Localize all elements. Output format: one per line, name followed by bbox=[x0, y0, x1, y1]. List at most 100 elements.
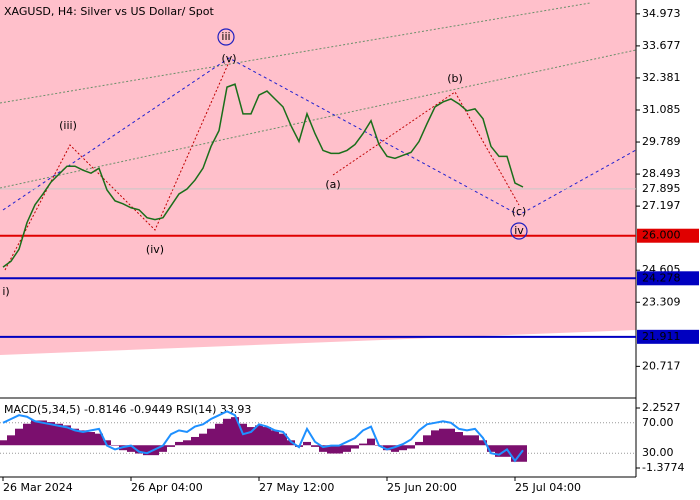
macd-bar bbox=[511, 445, 519, 462]
x-tick-label: 27 May 12:00 bbox=[259, 481, 334, 494]
macd-bar bbox=[175, 441, 183, 446]
y-tick-label: 31.085 bbox=[642, 103, 681, 116]
level-label: 26.000 bbox=[642, 229, 681, 242]
chart-background bbox=[0, 0, 636, 355]
macd-bar bbox=[215, 423, 223, 446]
macd-bar bbox=[479, 440, 487, 446]
macd-bar bbox=[519, 445, 527, 462]
y2-tick-label: 70.00 bbox=[642, 416, 674, 429]
macd-bar bbox=[351, 445, 359, 449]
wave-label: (iii) bbox=[59, 119, 77, 132]
level-label: 21.911 bbox=[642, 330, 681, 343]
macd-bar bbox=[423, 435, 431, 446]
macd-bar bbox=[143, 445, 151, 456]
level-label-box bbox=[637, 329, 699, 344]
macd-bar bbox=[255, 425, 263, 446]
macd-bar bbox=[367, 438, 375, 446]
wave-label: iii bbox=[221, 30, 230, 43]
macd-bar bbox=[199, 433, 207, 446]
wave-label: (a) bbox=[325, 178, 340, 191]
macd-bar bbox=[167, 445, 175, 447]
macd-bar bbox=[111, 445, 119, 446]
wave-label: (v) bbox=[221, 52, 236, 65]
macd-bar bbox=[399, 445, 407, 451]
y-tick-label: 29.789 bbox=[642, 135, 681, 148]
macd-bar bbox=[247, 427, 255, 446]
wave-label: (iv) bbox=[146, 243, 164, 256]
wave-line bbox=[332, 91, 520, 206]
macd-bar bbox=[263, 427, 271, 446]
macd-bar bbox=[471, 435, 479, 446]
y-tick-label: 20.717 bbox=[642, 359, 681, 372]
macd-bar bbox=[71, 428, 79, 446]
macd-bar bbox=[231, 417, 239, 446]
macd-bar bbox=[31, 420, 39, 446]
macd-bar bbox=[343, 445, 351, 452]
macd-bar bbox=[431, 430, 439, 446]
macd-bar bbox=[463, 435, 471, 446]
macd-bar bbox=[0, 440, 7, 446]
y-tick-label: 23.309 bbox=[642, 295, 681, 308]
x-tick-label: 26 Apr 04:00 bbox=[131, 481, 203, 494]
y-tick-label: 33.677 bbox=[642, 39, 681, 52]
wave-label: (b) bbox=[447, 72, 463, 85]
macd-bar bbox=[279, 433, 287, 446]
y-tick-label: 2.2527 bbox=[642, 401, 681, 414]
wave-line bbox=[4, 61, 230, 271]
x-tick-label: 25 Jun 20:00 bbox=[387, 481, 457, 494]
macd-bar bbox=[7, 435, 15, 446]
macd-bar bbox=[311, 445, 319, 447]
macd-bar bbox=[359, 443, 367, 446]
y-tick-label: 27.197 bbox=[642, 199, 681, 212]
macd-bar bbox=[415, 441, 423, 446]
macd-bar bbox=[319, 445, 327, 452]
macd-bar bbox=[183, 440, 191, 446]
level-label: 24.278 bbox=[642, 271, 681, 284]
macd-bar bbox=[15, 428, 23, 446]
macd-bar bbox=[439, 428, 447, 446]
macd-bar bbox=[47, 422, 55, 446]
wave-label: iv bbox=[514, 224, 524, 237]
macd-bar bbox=[407, 445, 415, 449]
trend-lines bbox=[0, 2, 637, 271]
level-label: 27.895 bbox=[642, 182, 681, 195]
chart-title: XAGUSD, H4: Silver vs US Dollar/ Spot bbox=[4, 5, 214, 18]
macd-bar bbox=[63, 425, 71, 446]
macd-bar bbox=[79, 430, 87, 446]
wave-label: (c) bbox=[512, 205, 527, 218]
level-label-box bbox=[637, 228, 699, 243]
y-tick-label: 32.381 bbox=[642, 71, 681, 84]
x-tick-label: 26 Mar 2024 bbox=[3, 481, 73, 494]
macd-bar bbox=[327, 445, 335, 454]
macd-bar bbox=[455, 432, 463, 446]
macd-bar bbox=[87, 432, 95, 446]
macd-bar bbox=[135, 445, 143, 454]
y-tick-label: -1.3774 bbox=[642, 461, 684, 474]
wave-circle bbox=[217, 28, 235, 46]
x-tick-label: 25 Jul 04:00 bbox=[515, 481, 581, 494]
price-line bbox=[2, 83, 524, 268]
level-label-box bbox=[637, 271, 699, 286]
macd-bar bbox=[23, 423, 31, 446]
macd-bar bbox=[223, 418, 231, 446]
wave-circle bbox=[510, 222, 528, 240]
y-tick-label: 28.493 bbox=[642, 167, 681, 180]
rsi-line bbox=[2, 410, 524, 463]
y-tick-label: 34.973 bbox=[642, 7, 681, 20]
macd-bar bbox=[271, 430, 279, 446]
macd-bar bbox=[335, 445, 343, 454]
y2-tick-label: 30.00 bbox=[642, 446, 674, 459]
indicator-title: MACD(5,34,5) -0.8146 -0.9449 RSI(14) 33.… bbox=[4, 403, 251, 416]
macd-bar bbox=[383, 445, 391, 451]
macd-bar bbox=[391, 445, 399, 452]
channel-line bbox=[0, 49, 637, 189]
macd-bar bbox=[207, 428, 215, 446]
macd-bar bbox=[55, 423, 63, 446]
macd-bar bbox=[127, 445, 135, 452]
macd-bar bbox=[303, 441, 311, 446]
macd-bar bbox=[487, 445, 495, 452]
macd-bar bbox=[95, 433, 103, 446]
macd-bar bbox=[447, 428, 455, 446]
macd-bar bbox=[191, 436, 199, 446]
